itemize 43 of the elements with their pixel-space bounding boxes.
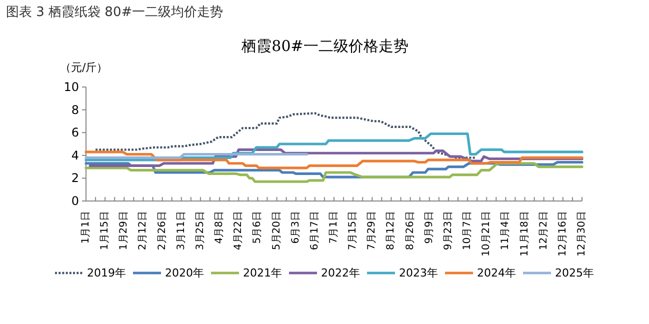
- x-tick-label: 9月23日: [442, 211, 454, 250]
- x-tick-label: 12月30日: [576, 211, 588, 256]
- legend-label: 2020年: [165, 266, 204, 280]
- x-tick-label: 7月29日: [366, 211, 378, 250]
- x-tick-label: 5月6日: [252, 211, 264, 244]
- x-tick-label: 12月2日: [538, 211, 550, 250]
- legend-label: 2024年: [477, 266, 516, 280]
- y-tick-label: 2: [71, 171, 79, 186]
- subtitle: 栖霞80#一二级价格走势: [242, 37, 408, 55]
- y-tick-label: 6: [71, 126, 79, 140]
- x-tick-label: 6月3日: [290, 211, 302, 244]
- y-tick-label: 10: [64, 80, 79, 94]
- x-tick-label: 1月15日: [100, 211, 111, 250]
- x-tick-label: 11月4日: [500, 211, 512, 250]
- x-tick-label: 6月17日: [309, 211, 320, 250]
- legend-label: 2019年: [87, 266, 126, 280]
- x-tick-label: 2月12日: [138, 211, 149, 250]
- x-tick-label: 4月22日: [233, 211, 244, 250]
- title: 图表 3 栖霞纸袋 80#一二级均价走势: [6, 5, 224, 20]
- x-tick-label: 3月25日: [194, 211, 206, 250]
- x-tick-label: 4月8日: [214, 211, 226, 244]
- x-tick-label: 8月12日: [386, 211, 397, 250]
- x-tick-label: 10月21日: [481, 211, 492, 256]
- y-tick-label: 8: [71, 102, 79, 117]
- x-tick-label: 3月11日: [176, 211, 187, 250]
- legend-label: 2023年: [399, 266, 438, 280]
- legend-label: 2025年: [555, 266, 594, 280]
- x-tick-label: 2月26日: [156, 211, 168, 250]
- x-tick-label: 7月1日: [328, 211, 340, 244]
- x-tick-label: 12月16日: [557, 211, 568, 256]
- x-tick-label: 1月29日: [118, 211, 130, 250]
- legend-label: 2022年: [321, 266, 360, 280]
- x-tick-label: 1月1日: [80, 211, 92, 244]
- y-tick-label: 4: [71, 148, 79, 162]
- x-tick-label: 8月26日: [404, 211, 416, 250]
- ylabel: （元/斤）: [60, 61, 108, 74]
- x-tick-label: 10月7日: [462, 211, 474, 250]
- y-tick-label: 0: [71, 194, 79, 208]
- x-tick-label: 7月15日: [348, 211, 359, 250]
- legend-label: 2021年: [243, 266, 282, 280]
- x-tick-label: 9月9日: [424, 211, 435, 244]
- x-tick-label: 5月20日: [271, 211, 282, 250]
- x-tick-label: 11月18日: [519, 211, 530, 256]
